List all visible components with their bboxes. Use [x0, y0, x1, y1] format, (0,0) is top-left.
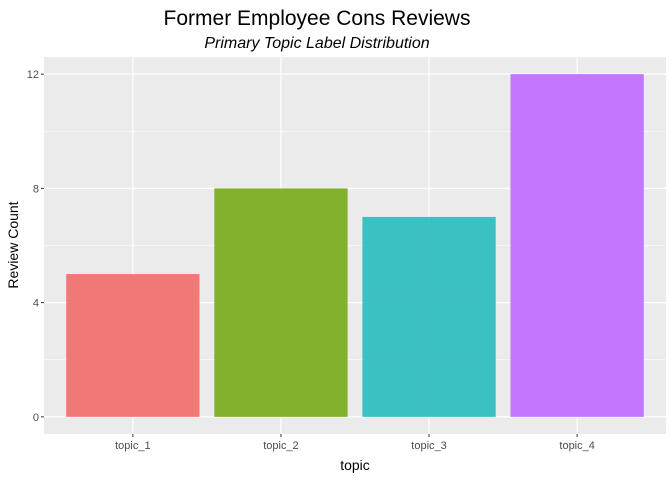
bars — [66, 74, 644, 417]
bar-topic_3 — [362, 216, 496, 417]
y-tick-label: 0 — [33, 412, 39, 424]
x-axis-ticks: topic_1 topic_2 topic_3 topic_4 — [115, 434, 595, 452]
y-tick-label: 4 — [33, 298, 39, 310]
chart-title: Former Employee Cons Reviews — [164, 7, 471, 30]
chart-subtitle: Primary Topic Label Distribution — [204, 35, 429, 52]
y-tick-label: 8 — [33, 183, 39, 195]
x-tick-label: topic_1 — [115, 440, 150, 452]
y-axis-title: Review Count — [5, 201, 21, 288]
y-axis-ticks: 0 4 8 12 — [27, 69, 44, 424]
bar-topic_2 — [214, 188, 348, 417]
x-tick-label: topic_3 — [411, 440, 446, 452]
x-tick-label: topic_2 — [263, 440, 298, 452]
bar-topic_4 — [510, 74, 644, 417]
x-tick-label: topic_4 — [559, 440, 594, 452]
y-tick-label: 12 — [27, 69, 39, 81]
x-axis-title: topic — [340, 457, 370, 473]
bar-topic_1 — [66, 274, 200, 417]
